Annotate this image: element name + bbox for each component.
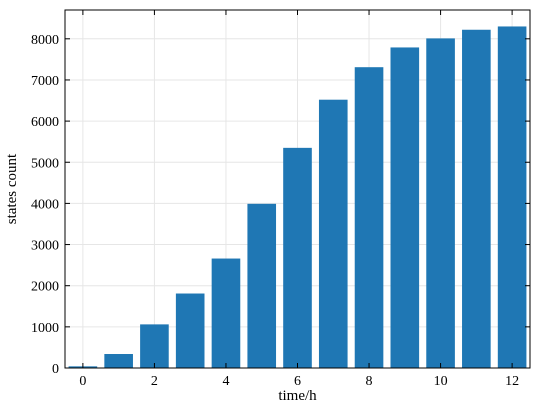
x-tick-label: 10: [434, 374, 448, 389]
bar-7: [318, 99, 348, 368]
y-tick-label: 0: [52, 362, 59, 377]
bar-1: [104, 354, 133, 368]
x-tick-label: 12: [505, 374, 519, 389]
bar-3: [175, 293, 205, 368]
y-tick-label: 2000: [31, 280, 59, 295]
bar-9: [390, 47, 420, 368]
x-axis-label: time/h: [278, 388, 317, 404]
x-tick-label: 2: [151, 374, 158, 389]
y-tick-label: 7000: [31, 74, 59, 89]
y-tick-label: 3000: [31, 239, 59, 254]
x-tick-label: 6: [294, 374, 301, 389]
x-tick-label: 4: [222, 374, 229, 389]
y-tick-label: 1000: [31, 321, 59, 336]
bar-8: [354, 67, 384, 369]
bar-12: [497, 26, 527, 368]
bar-4: [211, 258, 241, 368]
x-tick-label: 0: [79, 374, 86, 389]
bar-5: [247, 203, 277, 368]
bar-2: [140, 324, 169, 368]
bar-10: [426, 38, 455, 369]
x-tick-label: 8: [366, 374, 373, 389]
y-tick-label: 8000: [31, 33, 59, 48]
bar-6: [283, 147, 312, 368]
bar-11: [462, 29, 491, 369]
y-tick-label: 6000: [31, 115, 59, 130]
y-axis-label: states count: [4, 153, 20, 224]
y-tick-label: 5000: [31, 156, 59, 171]
ticks: 0 2 4 6 8 10 12 0 1000 2000 3000 4000 5000 6000 7000 80…: [31, 10, 530, 389]
y-tick-label: 4000: [31, 197, 59, 212]
bars: [68, 26, 527, 369]
